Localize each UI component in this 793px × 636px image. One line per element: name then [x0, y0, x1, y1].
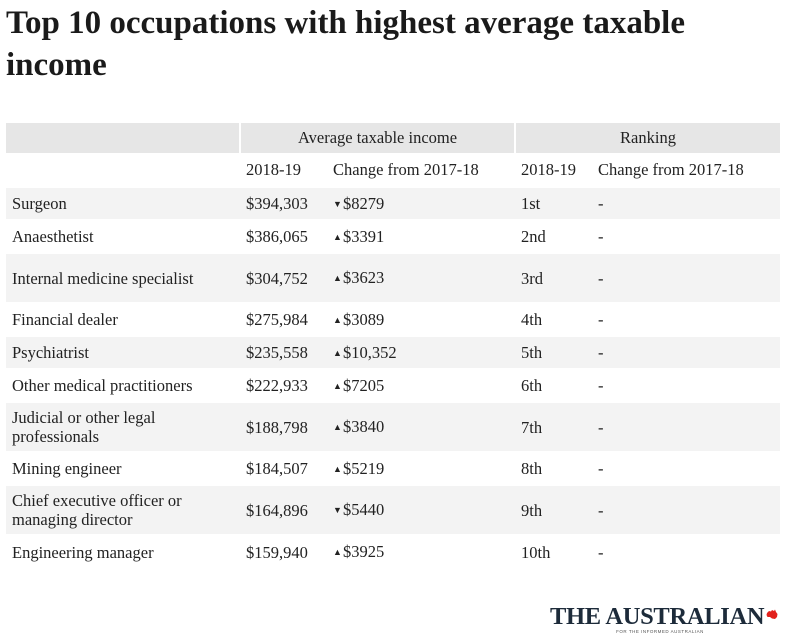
table-row: Engineering manager $159,940 ▲$3925 10th -: [6, 534, 781, 568]
income-change-value: $7205: [343, 375, 385, 395]
table-body: Surgeon $394,303 ▼$8279 1st - Anaesthetist $38…: [6, 186, 781, 568]
rank-change-cell: -: [592, 219, 781, 253]
group-header-income: Average taxable income: [239, 123, 515, 153]
group-header-empty: [6, 123, 240, 153]
income-cell: $159,940: [240, 534, 327, 568]
income-cell: $184,507: [240, 451, 327, 485]
triangle-down-icon: ▼: [333, 505, 342, 515]
income-change-value: $3840: [343, 417, 385, 436]
column-header-rank-year: 2018-19: [521, 159, 576, 179]
triangle-up-icon: ▲: [333, 314, 342, 325]
brand-logo: THE AUSTRALIAN FOR THE INFORMED AUSTRALI…: [550, 604, 782, 634]
occupation-cell: Judicial or other legal professionals: [6, 401, 240, 452]
rank-cell: 1st: [515, 186, 592, 220]
triangle-up-icon: ▲: [333, 273, 342, 283]
rank-cell: 9th: [515, 484, 592, 535]
income-change-cell: ▲$5219: [327, 451, 515, 485]
income-change-value: $5440: [343, 500, 385, 519]
table-row: Surgeon $394,303 ▼$8279 1st -: [6, 186, 781, 220]
income-change-cell: ▲$3089: [327, 302, 515, 336]
rank-cell: 2nd: [515, 219, 592, 253]
occupation-cell: Chief executive officer or managing dire…: [6, 484, 240, 535]
table-row: Financial dealer $275,984 ▲$3089 4th -: [6, 302, 781, 336]
income-cell: $386,065: [240, 219, 327, 253]
table-row: Internal medicine specialist $304,752 ▲$36…: [6, 252, 781, 303]
income-change-cell: ▲$10,352: [327, 335, 515, 369]
rank-cell: 7th: [515, 401, 592, 452]
income-change-cell: ▲$3840: [327, 401, 515, 452]
rank-change-cell: -: [592, 401, 781, 452]
rank-cell: 5th: [515, 335, 592, 369]
table-row: Other medical practitioners $222,933 ▲$720…: [6, 368, 781, 402]
occupation-cell: Other medical practitioners: [6, 368, 240, 402]
rank-cell: 8th: [515, 451, 592, 485]
occupation-cell: Anaesthetist: [6, 219, 240, 253]
income-change-value: $5219: [343, 458, 385, 478]
income-change-value: $8279: [343, 193, 385, 213]
column-header-income-change: Change from 2017-18: [333, 159, 479, 179]
income-change-value: $3089: [343, 309, 385, 329]
income-cell: $304,752: [240, 252, 327, 303]
table-row: Chief executive officer or managing dire…: [6, 484, 781, 535]
income-change-cell: ▲$7205: [327, 368, 515, 402]
rank-change-cell: -: [592, 335, 781, 369]
income-cell: $394,303: [240, 186, 327, 220]
table-row: Psychiatrist $235,558 ▲$10,352 5th -: [6, 335, 781, 369]
income-cell: $188,798: [240, 401, 327, 452]
rank-change-cell: -: [592, 252, 781, 303]
table-row: Mining engineer $184,507 ▲$5219 8th -: [6, 451, 781, 485]
rank-change-cell: -: [592, 186, 781, 220]
triangle-up-icon: ▲: [333, 380, 342, 391]
rank-change-cell: -: [592, 534, 781, 568]
triangle-up-icon: ▲: [333, 347, 342, 358]
occupations-table: Average taxable income Ranking 2018-19 C…: [6, 123, 781, 568]
income-cell: $275,984: [240, 302, 327, 336]
income-change-cell: ▲$3391: [327, 219, 515, 253]
occupation-cell: Mining engineer: [6, 451, 240, 485]
rank-change-cell: -: [592, 484, 781, 535]
income-cell: $222,933: [240, 368, 327, 402]
brand-tagline: FOR THE INFORMED AUSTRALIAN: [616, 629, 704, 634]
occupation-cell: Engineering manager: [6, 534, 240, 568]
australia-map-icon: [766, 605, 778, 624]
income-change-cell: ▼$5440: [327, 484, 515, 535]
income-cell: $235,558: [240, 335, 327, 369]
column-header-row: 2018-19 Change from 2017-18 2018-19 Chan…: [6, 153, 780, 187]
income-change-cell: ▲$3623: [327, 252, 515, 303]
occupation-cell: Surgeon: [6, 186, 240, 220]
income-change-cell: ▼$8279: [327, 186, 515, 220]
column-header-rank-change: Change from 2017-18: [598, 159, 744, 179]
triangle-down-icon: ▼: [333, 198, 342, 209]
income-change-cell: ▲$3925: [327, 534, 515, 568]
occupation-cell: Internal medicine specialist: [6, 252, 240, 303]
income-change-value: $3925: [343, 542, 385, 561]
group-header-ranking: Ranking: [513, 123, 781, 153]
income-change-value: $3391: [343, 226, 385, 246]
brand-name: THE AUSTRALIAN: [550, 603, 765, 630]
income-change-value: $10,352: [343, 342, 397, 362]
rank-cell: 4th: [515, 302, 592, 336]
table-row: Anaesthetist $386,065 ▲$3391 2nd -: [6, 219, 781, 253]
income-cell: $164,896: [240, 484, 327, 535]
column-header-income-year: 2018-19: [246, 159, 301, 179]
group-header-row: Average taxable income Ranking: [6, 123, 781, 153]
occupation-cell: Financial dealer: [6, 302, 240, 336]
chart-title: Top 10 occupations with highest average …: [6, 5, 685, 83]
occupation-cell: Psychiatrist: [6, 335, 240, 369]
table-row: Judicial or other legal professionals $18…: [6, 401, 781, 452]
triangle-up-icon: ▲: [333, 547, 342, 557]
triangle-up-icon: ▲: [333, 463, 342, 474]
rank-cell: 6th: [515, 368, 592, 402]
rank-change-cell: -: [592, 451, 781, 485]
rank-change-cell: -: [592, 302, 781, 336]
rank-cell: 10th: [515, 534, 592, 568]
rank-cell: 3rd: [515, 252, 592, 303]
income-change-value: $3623: [343, 268, 385, 287]
triangle-up-icon: ▲: [333, 422, 342, 432]
column-header-occupation: [6, 153, 240, 187]
rank-change-cell: -: [592, 368, 781, 402]
triangle-up-icon: ▲: [333, 231, 342, 242]
